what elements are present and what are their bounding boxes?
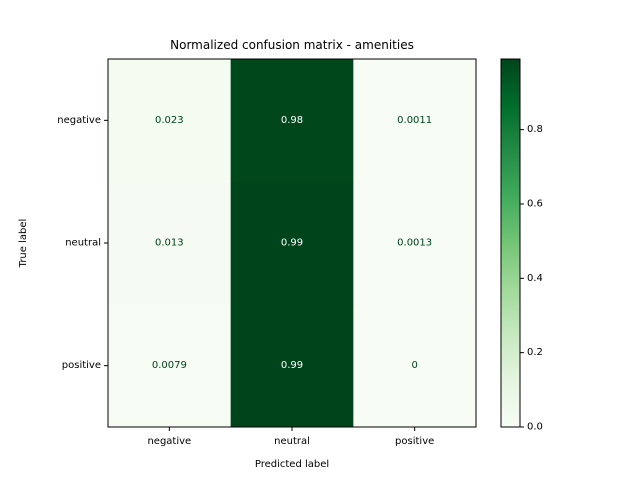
y-axis-ticks: negative neutral positive	[57, 115, 108, 371]
colorbar-tick-label: 0.0	[527, 422, 543, 433]
colorbar-ticks: 0.0 0.2 0.4 0.6 0.8	[520, 124, 543, 433]
y-tick-label: positive	[62, 360, 101, 371]
matrix-cell	[108, 304, 232, 428]
matrix-cell-label: 0.0079	[152, 360, 187, 371]
colorbar: 0.0 0.2 0.4 0.6 0.8	[500, 58, 543, 433]
x-axis-label: Predicted label	[255, 459, 329, 470]
matrix-cell-label: 0.013	[155, 238, 184, 249]
matrix-cell	[108, 181, 232, 305]
matrix-cell	[353, 181, 477, 305]
x-tick-label: positive	[395, 436, 434, 447]
matrix-cell	[230, 304, 354, 428]
matrix-cell-label: 0	[411, 360, 417, 371]
matrix-cell-label: 0.023	[155, 115, 184, 126]
matrix-cell-label: 0.99	[281, 360, 303, 371]
matrix-cell-label: 0.0013	[397, 238, 432, 249]
matrix-cell	[353, 59, 477, 183]
colorbar-frame	[500, 58, 521, 428]
x-tick-label: negative	[147, 436, 191, 447]
x-tick-label: neutral	[274, 436, 310, 447]
colorbar-tick-label: 0.4	[527, 273, 543, 284]
colorbar-gradient	[501, 59, 520, 427]
y-tick-label: negative	[57, 115, 101, 126]
chart-title: Normalized confusion matrix - amenities	[170, 38, 414, 52]
x-axis-ticks: negative neutral positive	[147, 427, 434, 447]
y-axis-label: True label	[18, 219, 29, 269]
y-tick-label: neutral	[65, 238, 101, 249]
matrix-cell	[230, 181, 354, 305]
matrix-cell	[353, 304, 477, 428]
colorbar-tick-label: 0.8	[527, 124, 543, 135]
matrix-cell	[108, 59, 232, 183]
matrix-cell-label: 0.99	[281, 238, 303, 249]
matrix-cell-label: 0.98	[281, 115, 303, 126]
matrix-cells	[108, 59, 477, 428]
colorbar-tick-label: 0.6	[527, 198, 543, 209]
colorbar-tick-label: 0.2	[527, 347, 543, 358]
matrix-cell-labels: 0.023 0.98 0.0011 0.013 0.99 0.0013 0.0079 0.99…	[152, 115, 432, 371]
matrix-cell	[230, 59, 354, 183]
matrix-cell-label: 0.0011	[397, 115, 432, 126]
